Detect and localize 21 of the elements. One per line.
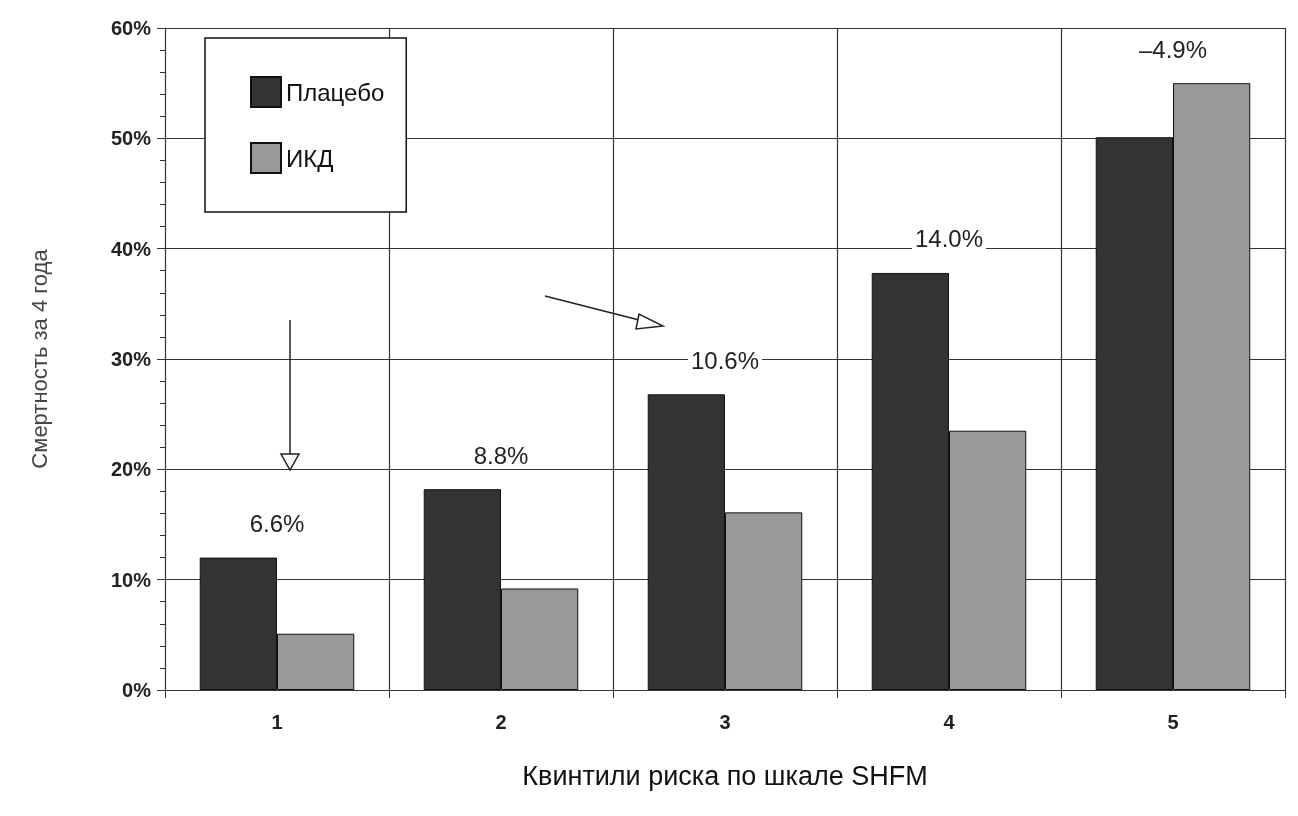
x-tick-label: 5 bbox=[1167, 711, 1179, 733]
annotation: 10.6% bbox=[690, 346, 760, 374]
y-tick-label: 20% bbox=[110, 458, 152, 481]
x-tick-label: 4 bbox=[943, 711, 956, 733]
y-axis-title: Смертность за 4 года bbox=[26, 248, 52, 469]
x-tick-label: 3 bbox=[719, 711, 731, 733]
y-tick-label: 50% bbox=[110, 127, 152, 150]
legend-label: ИКД bbox=[286, 144, 334, 172]
y-tick-label: 40% bbox=[110, 237, 152, 260]
annotation: 8.8% bbox=[473, 441, 529, 469]
y-tick-label: 30% bbox=[110, 348, 152, 370]
y-tick-label: 10% bbox=[110, 568, 152, 591]
annotation: 14.0% bbox=[914, 225, 984, 253]
y-tick-label: 0% bbox=[122, 679, 152, 701]
x-tick-label: 2 bbox=[495, 711, 507, 733]
annotation: 6.6% bbox=[249, 510, 305, 538]
legend-label: Плацебо bbox=[286, 78, 385, 106]
x-tick-label: 1 bbox=[271, 711, 283, 733]
y-tick-label: 60% bbox=[110, 17, 152, 39]
annotation: –4.9% bbox=[1138, 35, 1208, 63]
x-axis-title: Квинтили риска по шкале SHFM bbox=[522, 760, 928, 791]
